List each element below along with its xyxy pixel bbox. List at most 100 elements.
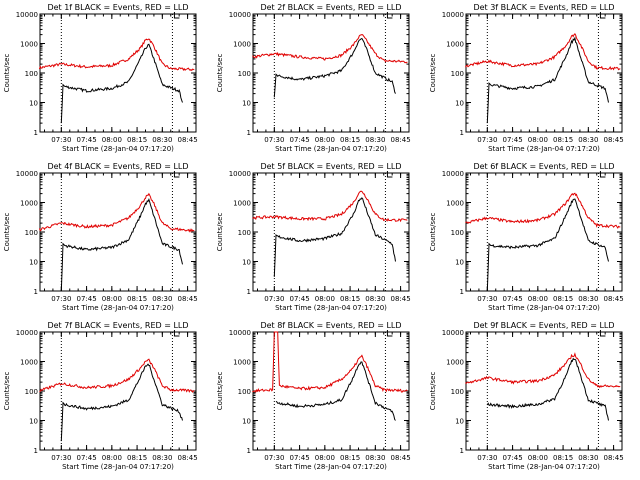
- x-tick-label: 08:30: [152, 136, 172, 144]
- x-tick-label: 07:45: [502, 454, 522, 462]
- y-tick-label: 100: [238, 388, 251, 396]
- events-series-line: [60, 43, 183, 124]
- x-tick-label: 07:30: [264, 454, 284, 462]
- y-tick-label: 100: [451, 229, 464, 237]
- plot-frame: [39, 13, 197, 133]
- y-tick-label: 1: [34, 129, 38, 137]
- panel-det-3: Det 3f BLACK = Events, RED = LLD 1 10 100 10…: [429, 3, 624, 153]
- events-series-line: [486, 357, 609, 421]
- x-tick-label: 07:45: [76, 295, 96, 303]
- y-tick-label: 100: [25, 229, 38, 237]
- x-tick-label: 07:45: [289, 454, 309, 462]
- x-tick-label: 08:30: [365, 454, 385, 462]
- y-tick-label: 10000: [442, 170, 464, 178]
- x-tick-label: 08:00: [528, 454, 548, 462]
- y-tick-label: 100: [451, 388, 464, 396]
- x-tick-label: 08:30: [578, 136, 598, 144]
- x-tick-label: 08:30: [365, 295, 385, 303]
- bracket-mark: [386, 171, 393, 178]
- plot-frame: [465, 13, 623, 133]
- lld-series-line: [39, 358, 195, 393]
- x-tick-label: 08:45: [390, 454, 410, 462]
- lld-series-line: [252, 331, 408, 393]
- lld-series-line: [465, 352, 621, 389]
- panel-det-1: Det 1f BLACK = Events, RED = LLD 1 10 100 10…: [3, 3, 198, 153]
- y-tick-label: 1000: [446, 359, 464, 367]
- y-axis-label: Counts/sec: [429, 213, 437, 252]
- x-axis-label: Start Time (28-Jan-04 07:17:20): [275, 463, 387, 471]
- x-tick-label: 08:45: [390, 136, 410, 144]
- y-tick-label: 1: [460, 288, 464, 296]
- x-tick-label: 07:30: [477, 454, 497, 462]
- lld-series-line: [38, 192, 195, 233]
- x-tick-label: 08:15: [553, 295, 573, 303]
- x-tick-label: 08:15: [340, 454, 360, 462]
- x-tick-label: 08:45: [603, 136, 623, 144]
- y-axis-label: Counts/sec: [3, 213, 11, 252]
- plot-frame: [465, 331, 623, 451]
- x-tick-label: 08:00: [102, 295, 122, 303]
- x-tick-label: 08:15: [553, 454, 573, 462]
- plot-frame: [465, 172, 623, 292]
- lld-series-line: [252, 34, 408, 64]
- panel-title: Det 3f BLACK = Events, RED = LLD: [473, 3, 614, 12]
- y-tick-label: 10: [455, 418, 464, 426]
- bracket-mark: [386, 330, 393, 337]
- y-axis-label: Counts/sec: [216, 54, 224, 93]
- x-tick-label: 08:45: [603, 295, 623, 303]
- y-tick-label: 10000: [442, 11, 464, 19]
- x-tick-label: 07:30: [264, 136, 284, 144]
- y-tick-label: 10: [455, 100, 464, 108]
- panel-det-8: Det 8f BLACK = Events, RED = LLD 1 10 100 10…: [216, 321, 411, 471]
- x-tick-label: 07:45: [289, 136, 309, 144]
- x-tick-label: 07:45: [502, 295, 522, 303]
- plot-frame: [252, 172, 410, 292]
- panel-det-2: Det 2f BLACK = Events, RED = LLD 1 10 100 10…: [216, 3, 411, 153]
- x-tick-label: 08:45: [177, 295, 197, 303]
- y-tick-label: 1000: [20, 359, 38, 367]
- x-tick-label: 08:00: [528, 136, 548, 144]
- y-tick-label: 10000: [442, 329, 464, 337]
- bracket-mark: [599, 171, 606, 178]
- y-tick-label: 1000: [20, 41, 38, 49]
- y-tick-label: 100: [25, 388, 38, 396]
- y-tick-label: 1: [247, 288, 251, 296]
- y-axis-label: Counts/sec: [3, 372, 11, 411]
- x-tick-label: 07:30: [477, 136, 497, 144]
- x-tick-label: 08:15: [553, 136, 573, 144]
- x-tick-label: 08:00: [315, 136, 335, 144]
- x-tick-label: 08:00: [528, 295, 548, 303]
- y-tick-label: 100: [25, 70, 38, 78]
- y-tick-label: 1000: [20, 200, 38, 208]
- y-tick-label: 1000: [446, 200, 464, 208]
- y-tick-label: 100: [451, 70, 464, 78]
- y-axis-label: Counts/sec: [216, 372, 224, 411]
- x-tick-label: 08:00: [315, 454, 335, 462]
- panel-det-6: Det 6f BLACK = Events, RED = LLD 1 10 100 10…: [429, 162, 624, 312]
- y-tick-label: 10000: [229, 11, 251, 19]
- events-series-line: [275, 361, 396, 421]
- x-axis-label: Start Time (28-Jan-04 07:17:20): [62, 463, 174, 471]
- x-tick-label: 08:30: [578, 454, 598, 462]
- x-tick-label: 08:30: [152, 454, 172, 462]
- panel-title: Det 1f BLACK = Events, RED = LLD: [47, 3, 188, 12]
- panel-det-4: Det 4f BLACK = Events, RED = LLD 1 10 100 10…: [3, 162, 198, 312]
- x-tick-label: 08:00: [102, 454, 122, 462]
- x-tick-label: 08:45: [603, 454, 623, 462]
- x-tick-label: 08:15: [127, 136, 147, 144]
- y-tick-label: 10: [455, 259, 464, 267]
- x-tick-label: 08:15: [127, 295, 147, 303]
- y-axis-label: Counts/sec: [429, 54, 437, 93]
- bracket-mark: [173, 330, 180, 337]
- x-tick-label: 08:15: [340, 295, 360, 303]
- x-tick-label: 08:30: [365, 136, 385, 144]
- y-tick-label: 10: [242, 259, 251, 267]
- lld-series-line: [464, 32, 621, 71]
- y-tick-label: 10: [29, 100, 38, 108]
- events-series-line: [273, 37, 396, 98]
- plot-frame: [39, 172, 197, 292]
- bracket-mark: [386, 12, 393, 19]
- y-tick-label: 1: [460, 129, 464, 137]
- x-tick-label: 08:15: [127, 454, 147, 462]
- y-tick-label: 10: [29, 259, 38, 267]
